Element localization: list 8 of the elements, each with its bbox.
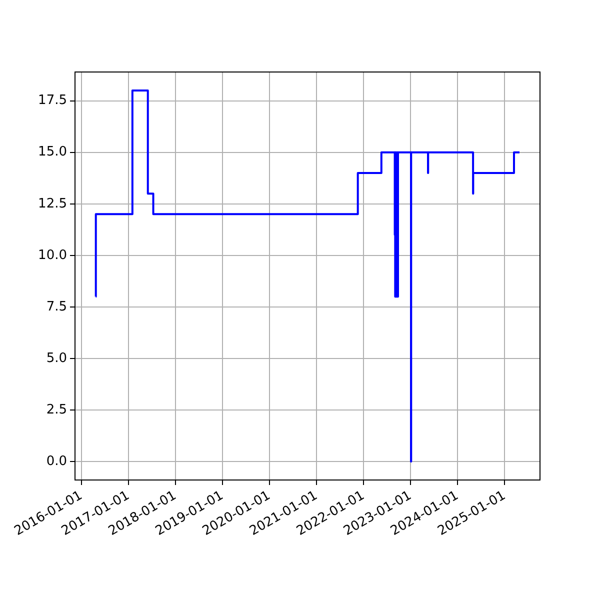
y-tick-label: 5.0 bbox=[46, 350, 67, 366]
y-tick-label: 15.0 bbox=[38, 144, 67, 160]
y-tick-label: 12.5 bbox=[38, 196, 67, 212]
y-tick-label: 17.5 bbox=[38, 93, 67, 108]
y-tick-label: 0.0 bbox=[46, 454, 67, 469]
y-tick-label: 10.0 bbox=[38, 248, 67, 263]
y-tick-label: 7.5 bbox=[46, 299, 67, 314]
y-tick-label: 2.5 bbox=[46, 402, 67, 418]
